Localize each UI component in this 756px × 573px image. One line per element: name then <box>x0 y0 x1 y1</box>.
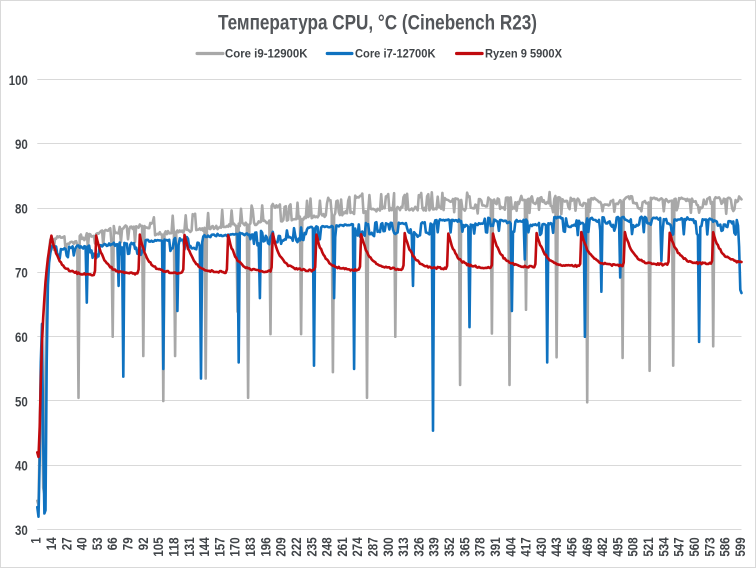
svg-text:287: 287 <box>366 537 381 556</box>
svg-text:547: 547 <box>672 537 687 556</box>
svg-text:60: 60 <box>15 330 28 345</box>
svg-text:209: 209 <box>274 537 289 556</box>
svg-text:40: 40 <box>75 537 90 550</box>
svg-text:Core i7-12700K: Core i7-12700K <box>355 49 436 61</box>
svg-text:Температура CPU, °C (Cinebench: Температура CPU, °C (Cinebench R23) <box>218 12 537 35</box>
svg-text:50: 50 <box>15 394 28 409</box>
svg-text:326: 326 <box>411 537 426 556</box>
svg-text:14: 14 <box>44 537 59 550</box>
svg-text:90: 90 <box>15 137 28 152</box>
svg-text:105: 105 <box>151 537 166 556</box>
svg-text:534: 534 <box>656 537 671 556</box>
svg-text:599: 599 <box>733 537 748 556</box>
svg-text:222: 222 <box>289 537 304 556</box>
svg-text:144: 144 <box>197 537 212 556</box>
svg-text:417: 417 <box>519 537 534 556</box>
svg-text:456: 456 <box>565 537 580 556</box>
svg-text:157: 157 <box>212 537 227 556</box>
svg-text:80: 80 <box>15 201 28 216</box>
svg-text:196: 196 <box>258 537 273 556</box>
svg-text:183: 183 <box>243 537 258 556</box>
svg-text:560: 560 <box>687 537 702 556</box>
svg-text:170: 170 <box>228 537 243 556</box>
svg-text:66: 66 <box>105 537 120 550</box>
svg-text:Ryzen 9 5900X: Ryzen 9 5900X <box>485 49 562 61</box>
svg-text:508: 508 <box>626 537 641 556</box>
svg-text:235: 235 <box>304 537 319 556</box>
svg-text:430: 430 <box>534 537 549 556</box>
svg-text:248: 248 <box>320 537 335 556</box>
svg-text:30: 30 <box>15 523 28 538</box>
svg-text:352: 352 <box>442 537 457 556</box>
svg-text:495: 495 <box>610 537 625 556</box>
svg-text:92: 92 <box>136 537 151 550</box>
svg-text:40: 40 <box>15 459 28 474</box>
svg-text:443: 443 <box>549 537 564 556</box>
svg-text:521: 521 <box>641 537 656 556</box>
svg-text:100: 100 <box>9 73 28 88</box>
svg-text:404: 404 <box>503 537 518 556</box>
svg-text:53: 53 <box>90 537 105 550</box>
svg-text:261: 261 <box>335 537 350 556</box>
svg-text:391: 391 <box>488 537 503 556</box>
svg-text:27: 27 <box>59 537 74 550</box>
svg-text:131: 131 <box>182 537 197 556</box>
svg-text:482: 482 <box>595 537 610 556</box>
svg-text:469: 469 <box>580 537 595 556</box>
svg-text:365: 365 <box>457 537 472 556</box>
svg-text:70: 70 <box>15 266 28 281</box>
svg-text:300: 300 <box>381 537 396 556</box>
svg-text:573: 573 <box>702 537 717 556</box>
svg-text:118: 118 <box>167 537 182 556</box>
svg-text:378: 378 <box>473 537 488 556</box>
svg-text:313: 313 <box>396 537 411 556</box>
svg-text:1: 1 <box>29 537 44 543</box>
svg-text:79: 79 <box>121 537 136 550</box>
svg-text:274: 274 <box>350 537 365 556</box>
svg-text:586: 586 <box>718 537 733 556</box>
svg-text:339: 339 <box>427 537 442 556</box>
svg-text:Core i9-12900K: Core i9-12900K <box>225 49 308 61</box>
